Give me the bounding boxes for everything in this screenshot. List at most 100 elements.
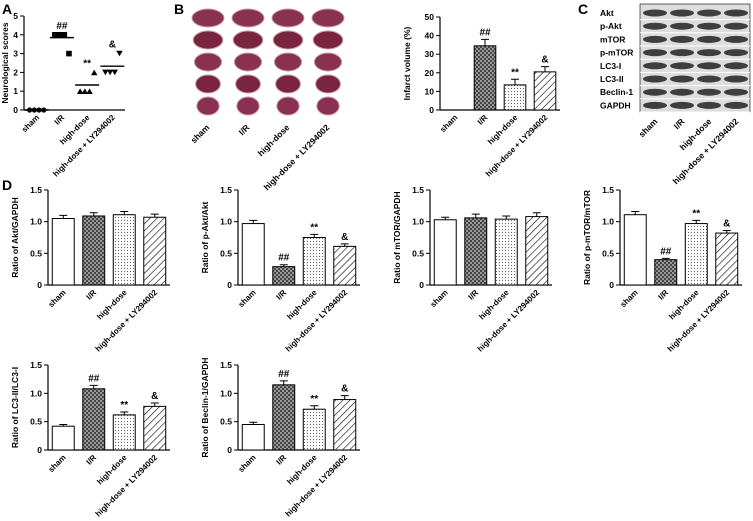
error-bar [532,212,541,217]
band [724,88,748,96]
brain-slice [232,30,264,50]
brain-image [191,8,345,116]
brain-slice [273,52,303,72]
error-bar [150,213,159,218]
y-tick-label: 0.5 [220,417,232,427]
bar [494,218,518,286]
panel-label: C [578,1,588,17]
bar [654,259,678,286]
point [116,50,123,57]
annotation: ** [511,67,519,78]
bar [333,245,357,286]
band [670,101,694,109]
lane-label: I/R [672,116,687,131]
annotation: ## [278,369,290,380]
y-tick-label: 4 [13,30,18,40]
bar [51,425,75,451]
band [697,49,721,57]
y-tick-label: 30 [425,49,435,59]
brain-slice [315,74,341,94]
lane-label: I/R [237,122,252,137]
bar [433,219,457,286]
y-axis-title: Ratio of LC3-II/LC3-I [10,367,20,448]
x-tick-label: I/R [657,288,671,302]
lane-label: sham [189,122,212,145]
y-tick-label: 1.0 [220,217,232,227]
x-tick-label: sham [47,453,68,474]
x-tick-label: I/R [275,453,289,467]
band [643,75,667,83]
annotation: ## [660,246,672,257]
protein-label: GAPDH [600,100,631,110]
protein-label: p-mTOR [600,48,633,58]
band [670,62,694,70]
x-tick-label: I/R [53,113,67,127]
y-tick-label: 0.5 [602,248,614,258]
bar [302,408,326,451]
bar [272,266,296,286]
x-tick-label: sham [438,113,459,134]
error-bar [279,380,288,385]
bar [112,214,136,286]
error-bar [722,230,731,234]
bar [525,216,549,286]
error-bar [120,411,129,415]
y-axis-title: Ratio of p-Akt/Akt [200,201,210,273]
protein-label: Beclin-1 [600,87,633,97]
error-bar [310,405,319,410]
band [697,88,721,96]
y-tick-label: 0 [429,105,434,115]
bar [272,384,296,451]
bar [302,237,326,286]
point [91,69,98,76]
error-bar [150,402,159,407]
point [61,32,68,38]
point [66,50,72,57]
brain-slice [195,74,221,94]
band [697,101,721,109]
bar [623,214,647,286]
error-bar [692,219,701,224]
y-tick-label: 40 [425,31,435,41]
brain-slice [276,96,300,116]
brain-slice [235,74,261,94]
x-tick-label: I/R [85,453,99,467]
band [670,35,694,43]
x-tick-label: high-dose + LY294002 [666,288,732,354]
y-tick-label: 0.5 [412,248,424,258]
western-blot [639,3,751,113]
band [724,101,748,109]
y-tick-label: 2 [13,67,18,77]
band [643,62,667,70]
protein-label: Akt [600,8,614,18]
brain-slice [311,8,345,28]
error-bar [249,421,258,425]
annotation: ** [310,222,318,233]
point [86,88,93,94]
bar [112,414,136,451]
band [697,9,721,17]
lane-label: high-dose + LY294002 [262,122,332,192]
y-tick-label: 50 [425,12,435,22]
bar [503,84,527,111]
bar [143,216,167,286]
error-bar [511,78,519,85]
band [670,88,694,96]
brain-slice [192,30,224,50]
bar [241,424,265,451]
y-tick-label: 1.0 [220,388,232,398]
y-tick-label: 0 [37,445,42,455]
annotation: ## [278,253,290,264]
y-tick-label: 1.5 [220,185,232,195]
brain-slice [233,52,263,72]
x-tick-label: high-dose + LY294002 [484,113,550,179]
band [670,75,694,83]
error-bar [541,66,549,72]
band [724,62,748,70]
y-tick-label: 1 [13,86,18,96]
panel-label: D [2,177,12,193]
y-tick-label: 1.0 [30,217,42,227]
brain-slice [275,74,301,94]
protein-label: LC3-II [600,74,624,84]
y-tick-label: 0.5 [220,248,232,258]
